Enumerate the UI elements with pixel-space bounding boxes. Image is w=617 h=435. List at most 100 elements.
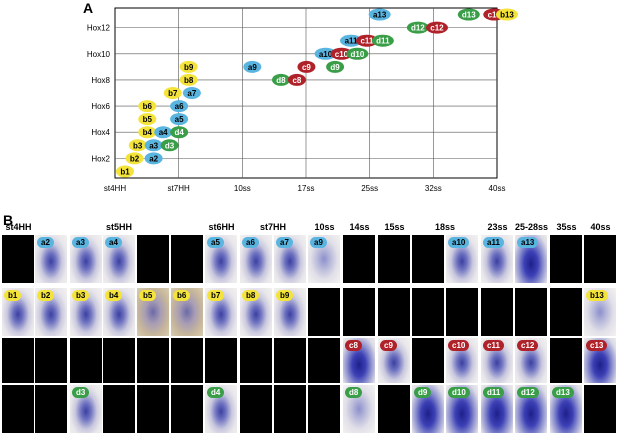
embryo-image-b2: b2	[35, 288, 67, 336]
marker-ellipse	[355, 34, 378, 47]
marker-ellipse	[179, 60, 198, 73]
marker-b13: b13	[496, 8, 518, 21]
y-tick-label: Hox12	[87, 24, 111, 33]
empty-cell	[378, 385, 410, 433]
marker-label: c10	[335, 50, 349, 59]
marker-a2: a2	[144, 152, 163, 165]
image-label: c10	[448, 340, 470, 351]
image-label: b1	[4, 290, 22, 301]
x-tick-label: 25ss	[361, 184, 378, 193]
embryo-image-d9: d9	[412, 385, 444, 433]
empty-cell	[308, 338, 340, 383]
image-label: a5	[207, 237, 224, 248]
image-label: d11	[483, 387, 505, 398]
image-label: c13	[586, 340, 608, 351]
image-label: a13	[517, 237, 539, 248]
image-label: c8	[345, 340, 362, 351]
embryo-image-d10: d10	[446, 385, 478, 433]
embryo-image-b3: b3	[70, 288, 102, 336]
embryo-image-c12: c12	[515, 338, 547, 383]
marker-label: a7	[187, 89, 196, 98]
image-label: b3	[72, 290, 90, 301]
empty-cell	[274, 385, 306, 433]
x-tick-label: st4HH	[104, 184, 126, 193]
empty-cell	[171, 338, 203, 383]
column-header: 15ss	[384, 222, 405, 232]
image-label: d12	[517, 387, 539, 398]
marker-d9: d9	[326, 60, 345, 73]
embryo-image-b1: b1	[2, 288, 34, 336]
embryo-image-c10: c10	[446, 338, 478, 383]
marker-label: b6	[143, 102, 153, 111]
y-tick-label: Hox2	[91, 154, 110, 163]
empty-cell	[412, 288, 444, 336]
empty-cell	[171, 235, 203, 283]
marker-b5: b5	[138, 113, 157, 126]
empty-cell	[70, 338, 102, 383]
empty-cell	[481, 288, 513, 336]
marker-ellipse	[138, 113, 157, 126]
empty-cell	[584, 235, 616, 283]
embryo-image-c11: c11	[481, 338, 513, 383]
empty-cell	[2, 385, 34, 433]
marker-ellipse	[182, 87, 201, 99]
marker-label: b1	[120, 167, 130, 176]
marker-ellipse	[368, 8, 391, 21]
y-tick-label: Hox4	[91, 128, 110, 137]
marker-label: d8	[276, 76, 286, 85]
marker-a4: a4	[154, 126, 173, 139]
x-tick-label: 32ss	[425, 184, 442, 193]
marker-ellipse	[271, 73, 290, 86]
marker-a10: a10	[314, 47, 337, 60]
image-label: b8	[242, 290, 260, 301]
marker-label: c8	[292, 76, 301, 85]
embryo-image-b8: b8	[240, 288, 272, 336]
marker-ellipse	[330, 47, 353, 60]
embryo-image-b13: b13	[584, 288, 616, 336]
image-label: a11	[483, 237, 504, 248]
marker-label: b9	[184, 63, 194, 72]
marker-b8: b8	[179, 73, 198, 86]
marker-ellipse	[154, 126, 173, 139]
panel-b: B st4HH st5HH st6HH st7HH 10ss 14ss 15ss 18ss 23…	[0, 210, 617, 435]
empty-cell	[378, 235, 410, 283]
empty-cell	[35, 338, 67, 383]
marker-label: d11	[376, 37, 390, 46]
marker-d11: d11	[371, 34, 394, 47]
embryo-image-c9: c9	[378, 338, 410, 383]
marker-d10: d10	[346, 47, 369, 60]
x-tick-label: 17ss	[298, 184, 315, 193]
marker-b6: b6	[138, 100, 157, 113]
image-label: a7	[276, 237, 293, 248]
marker-ellipse	[138, 100, 157, 113]
marker-label: a11	[345, 37, 358, 46]
marker-ellipse	[340, 34, 363, 47]
marker-label: c13	[488, 11, 502, 20]
empty-cell	[378, 288, 410, 336]
embryo-image-d12: d12	[515, 385, 547, 433]
marker-ellipse	[314, 47, 337, 60]
marker-b7: b7	[163, 87, 182, 99]
marker-ellipse	[144, 152, 163, 165]
y-tick-label: Hox10	[87, 50, 111, 59]
marker-ellipse	[125, 152, 144, 165]
empty-cell	[515, 288, 547, 336]
column-header: st5HH	[105, 222, 132, 232]
marker-ellipse	[170, 113, 189, 126]
image-label: c9	[380, 340, 397, 351]
image-label: a2	[37, 237, 54, 248]
embryo-image-b4: b4	[103, 288, 135, 336]
marker-label: a5	[175, 115, 184, 124]
empty-cell	[446, 288, 478, 336]
marker-label: b13	[500, 11, 514, 20]
marker-c11: c11	[355, 34, 378, 47]
embryo-image-d11: d11	[481, 385, 513, 433]
embryo-image-a13: a13	[515, 235, 547, 283]
marker-label: d10	[350, 50, 364, 59]
empty-cell	[205, 338, 237, 383]
marker-c9: c9	[297, 60, 316, 73]
empty-cell	[550, 235, 582, 283]
column-header: 40ss	[590, 222, 611, 232]
marker-ellipse	[287, 73, 306, 86]
column-header: st7HH	[259, 222, 286, 232]
